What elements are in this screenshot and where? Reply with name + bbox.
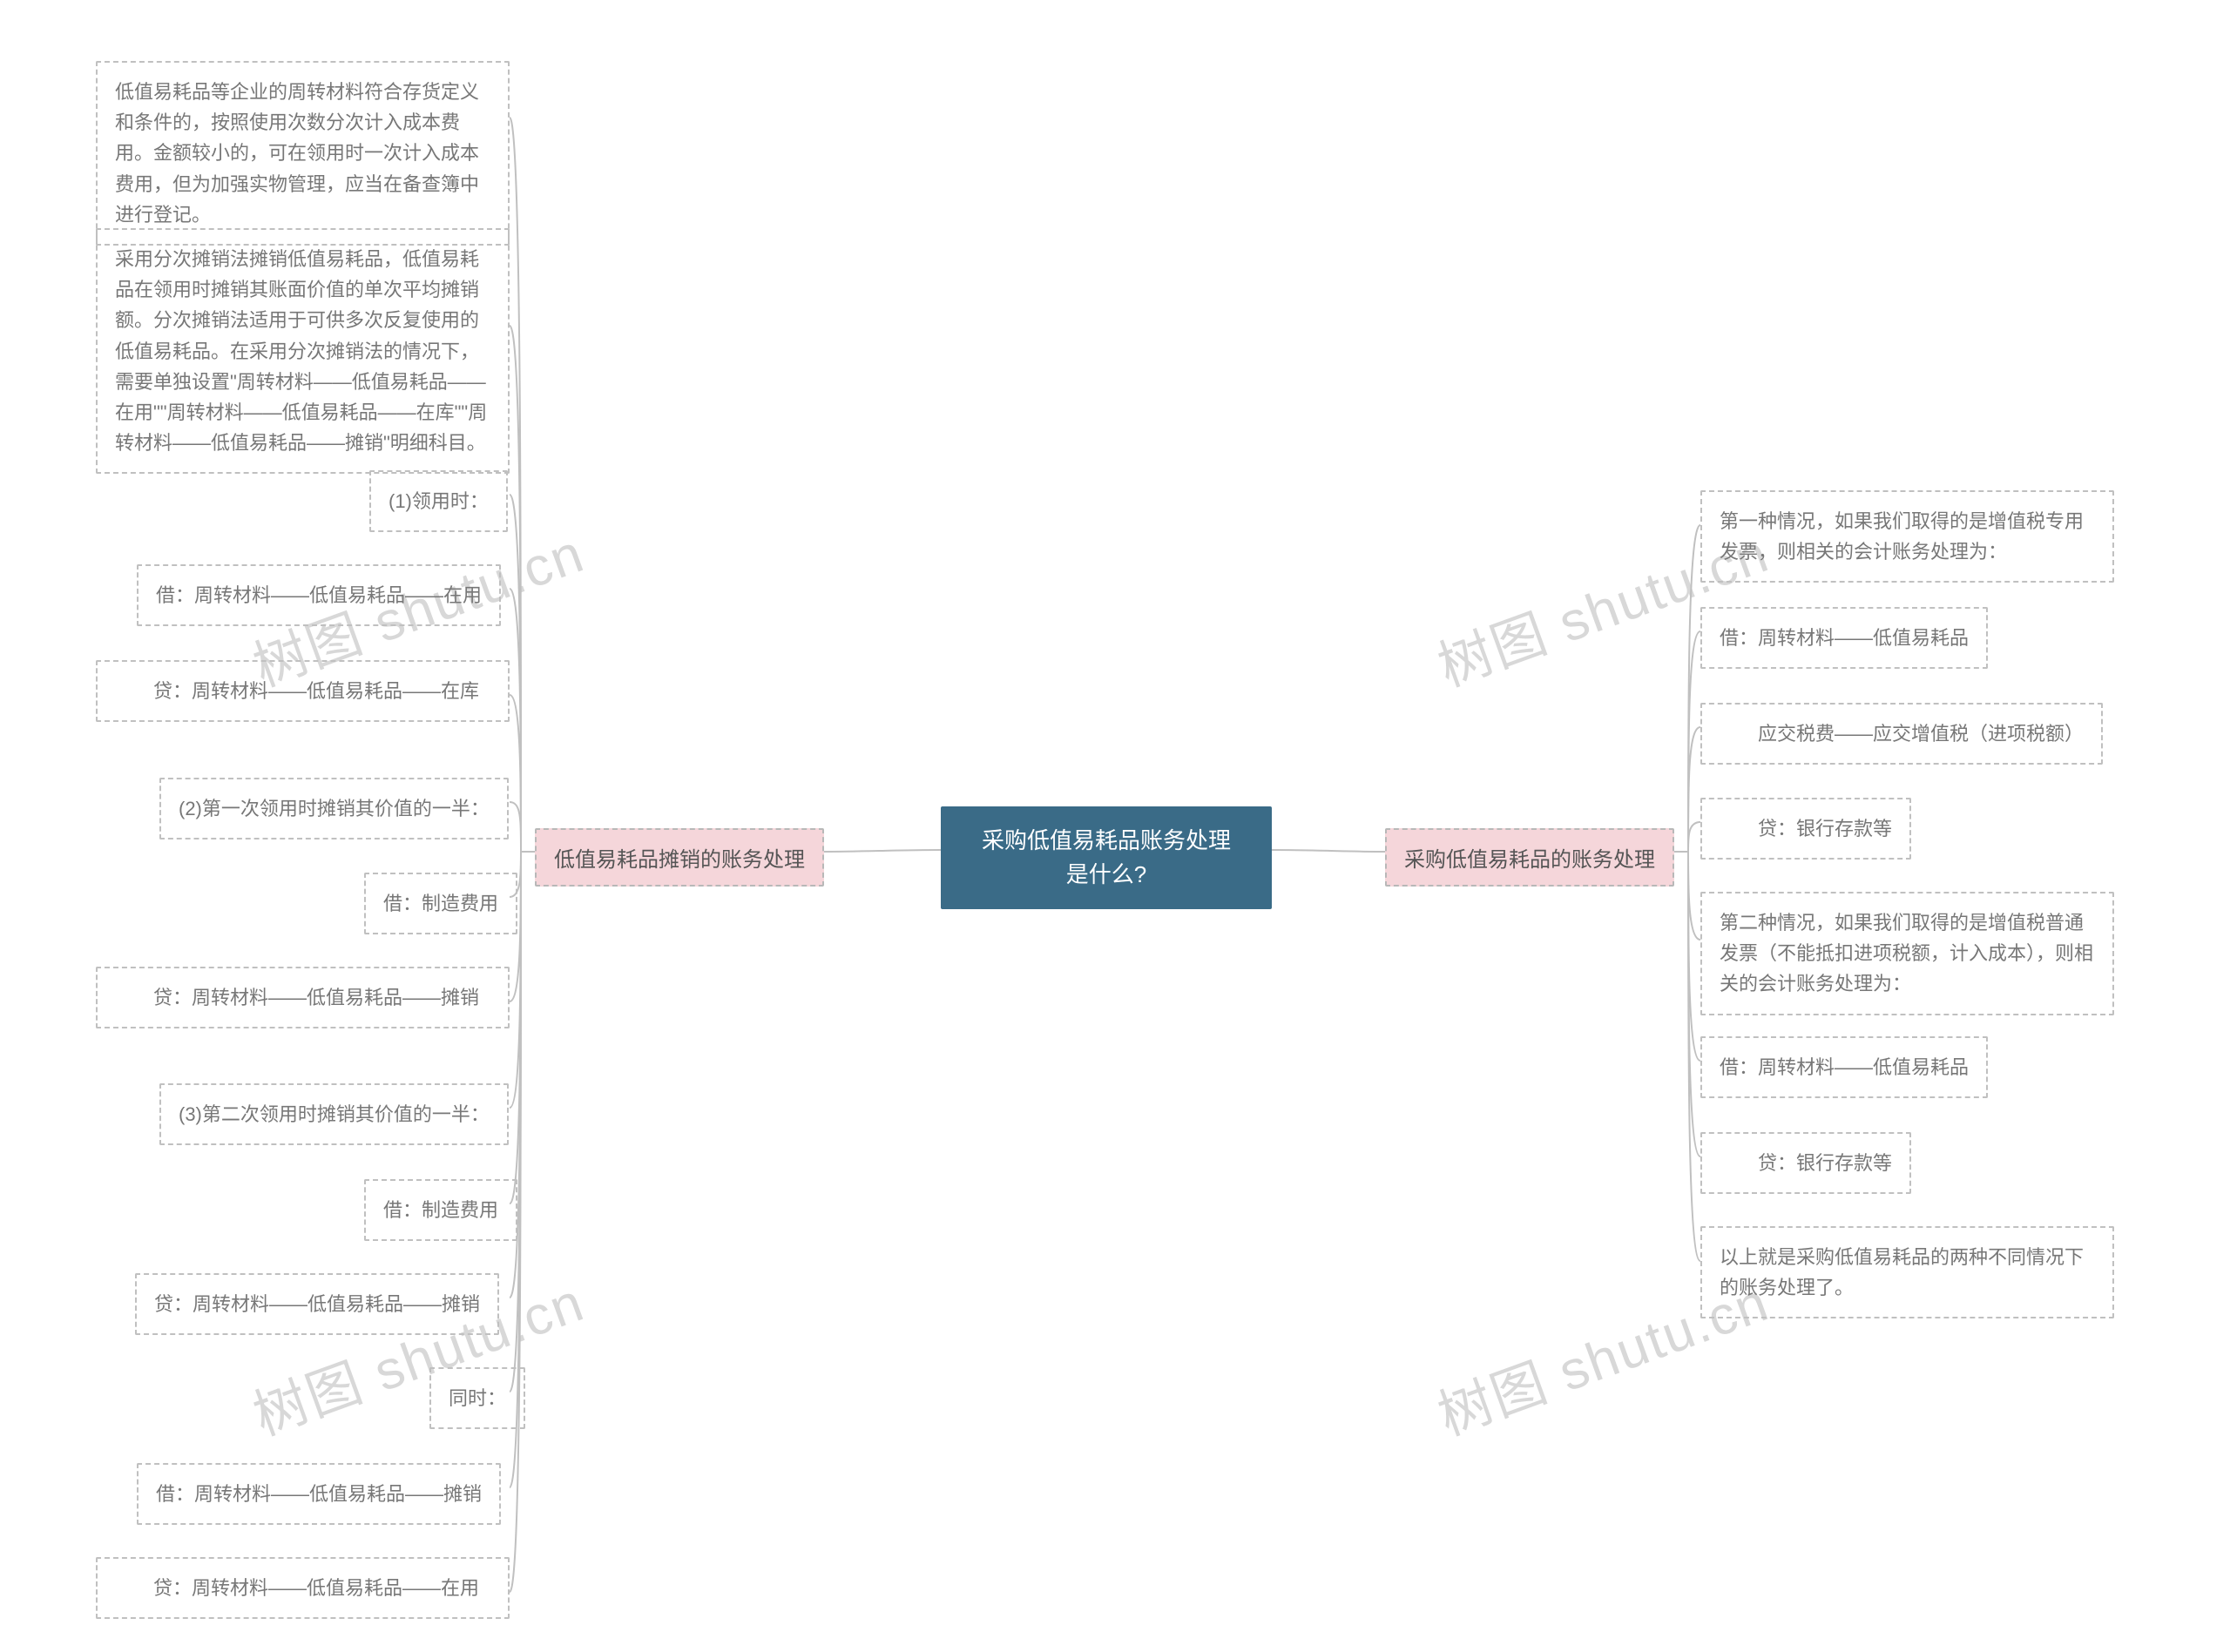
root-node: 采购低值易耗品账务处理 是什么? [941,806,1272,909]
leaf-left-7: 贷：周转材料——低值易耗品——摊销 [96,967,510,1028]
leaf-left-0: 低值易耗品等企业的周转材料符合存货定义和条件的，按照使用次数分次计入成本费用。金… [96,61,510,246]
leaf-right-3: 贷：银行存款等 [1700,798,1911,860]
leaf-left-6: 借：制造费用 [364,873,517,934]
leaf-left-1: 采用分次摊销法摊销低值易耗品，低值易耗品在领用时摊销其账面价值的单次平均摊销额。… [96,228,510,474]
leaf-left-8: (3)第二次领用时摊销其价值的一半： [159,1083,509,1145]
leaf-right-4: 第二种情况，如果我们取得的是增值税普通发票（不能抵扣进项税额，计入成本），则相关… [1700,892,2114,1015]
root-text-line2: 是什么? [1066,861,1146,887]
branch-right: 采购低值易耗品的账务处理 [1385,828,1674,887]
leaf-right-2: 应交税费——应交增值税（进项税额） [1700,703,2103,765]
leaf-right-6: 贷：银行存款等 [1700,1132,1911,1194]
leaf-left-11: 同时： [429,1367,525,1429]
leaf-right-0: 第一种情况，如果我们取得的是增值税专用发票，则相关的会计账务处理为： [1700,490,2114,583]
leaf-right-7: 以上就是采购低值易耗品的两种不同情况下的账务处理了。 [1700,1226,2114,1318]
leaf-left-2: (1)领用时： [369,470,508,532]
branch-left: 低值易耗品摊销的账务处理 [535,828,824,887]
root-text-line1: 采购低值易耗品账务处理 [982,827,1231,853]
leaf-left-13: 贷：周转材料——低值易耗品——在用 [96,1557,510,1619]
leaf-right-1: 借：周转材料——低值易耗品 [1700,607,1988,669]
leaf-left-10: 贷：周转材料——低值易耗品——摊销 [135,1273,499,1335]
leaf-left-12: 借：周转材料——低值易耗品——摊销 [137,1463,501,1525]
leaf-left-4: 贷：周转材料——低值易耗品——在库 [96,660,510,722]
leaf-left-5: (2)第一次领用时摊销其价值的一半： [159,778,509,839]
leaf-left-3: 借：周转材料——低值易耗品——在用 [137,564,501,626]
leaf-right-5: 借：周转材料——低值易耗品 [1700,1036,1988,1098]
leaf-left-9: 借：制造费用 [364,1179,517,1241]
